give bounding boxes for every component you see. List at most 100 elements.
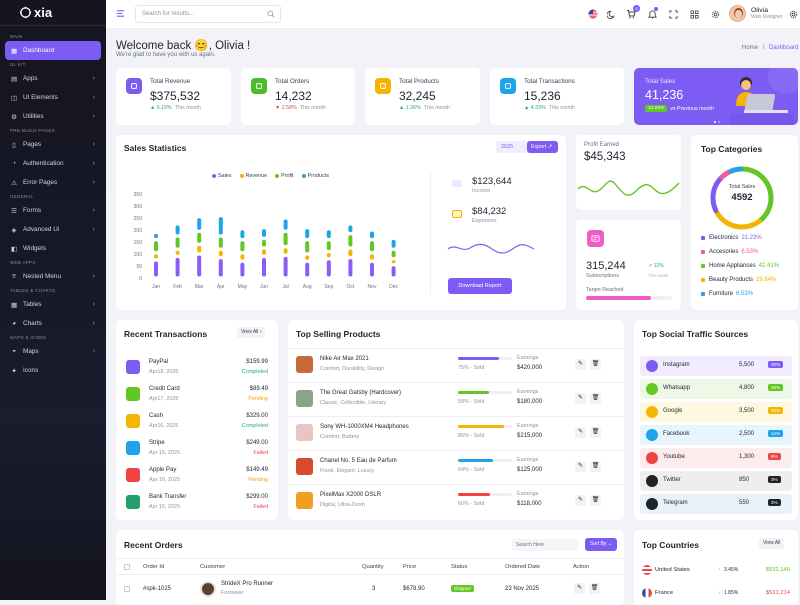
bar-revenue[interactable] <box>240 254 245 260</box>
dark-mode-icon[interactable] <box>605 8 617 20</box>
col-ordered-date[interactable]: Ordered Date <box>505 564 541 570</box>
view-all-button[interactable]: View All › <box>237 327 266 338</box>
sidebar-item-tables[interactable]: ▦ Tables › <box>5 295 101 314</box>
bar-sales[interactable] <box>175 257 180 277</box>
bar-products[interactable] <box>175 225 180 235</box>
bar-sales[interactable] <box>283 256 288 277</box>
list-item[interactable]: Bank Transfer Apr 15, 2025 $299.00 Failed <box>116 493 278 519</box>
breadcrumb-home[interactable]: Home <box>742 45 759 51</box>
edit-icon[interactable]: ✎ <box>575 461 586 472</box>
delete-icon[interactable]: 🗑 <box>589 583 600 594</box>
bar-products[interactable] <box>262 229 266 237</box>
sidebar-item-forms[interactable]: ☰ Forms › <box>5 201 101 220</box>
bar-products[interactable] <box>391 239 396 248</box>
sidebar-item-error-pages[interactable]: ⚠ Error Pages › <box>5 173 101 192</box>
list-item[interactable]: Cash Apr16, 2025 $329.00 Completed <box>116 412 278 438</box>
bar-revenue[interactable] <box>305 255 310 260</box>
list-item[interactable]: United States ↑ 3.45% $532,146 <box>634 562 798 582</box>
bar-products[interactable] <box>218 217 223 235</box>
list-item[interactable]: Apple Pay Apr 16, 2025 $149.49 Pending <box>116 466 278 492</box>
bar-profit[interactable] <box>391 250 396 258</box>
bar-profit[interactable] <box>240 241 245 252</box>
col-quantity[interactable]: Quantity <box>362 564 384 570</box>
bar-profit[interactable] <box>197 232 202 243</box>
col-customer[interactable]: Customer <box>200 564 226 570</box>
sidebar-item-widgets[interactable]: ◧ Widgets <box>5 239 101 258</box>
legend-item[interactable]: Revenue <box>239 173 267 179</box>
app-logo[interactable]: xia <box>0 0 106 26</box>
sidebar-item-authentication[interactable]: ◔ Authentication › <box>5 154 101 173</box>
edit-icon[interactable]: ✎ <box>575 359 586 370</box>
fullscreen-icon[interactable] <box>667 8 679 20</box>
sidebar-item-ui-elements[interactable]: ◫ UI Elements › <box>5 88 101 107</box>
sidebar-item-utilities[interactable]: ⚙ Utilities › <box>5 107 101 126</box>
bar-sales[interactable] <box>305 262 310 277</box>
table-row[interactable]: The Great Gatsby (Hardcover) Classic, Col… <box>288 382 624 415</box>
row-checkbox[interactable] <box>124 586 130 592</box>
bar-products[interactable] <box>348 225 353 233</box>
sidebar-item-apps[interactable]: ▤ Apps › <box>5 69 101 88</box>
col-status[interactable]: Status <box>451 564 468 570</box>
legend-item[interactable]: Sales <box>212 173 232 179</box>
delete-icon[interactable]: 🗑 <box>590 495 601 506</box>
list-item[interactable]: Telegram 550 2% <box>640 494 792 514</box>
table-row[interactable]: Nike Air Max 2021 Comfort, Durability, De… <box>288 348 624 381</box>
notifications-icon[interactable] <box>646 7 658 20</box>
list-item[interactable]: Google 3,500 20% <box>640 402 792 422</box>
bar-revenue[interactable] <box>197 245 202 253</box>
delete-icon[interactable]: 🗑 <box>590 461 601 472</box>
bar-sales[interactable] <box>391 266 396 277</box>
list-item[interactable]: Youtube 1,300 8% <box>640 448 792 468</box>
carousel-dots[interactable] <box>714 121 720 123</box>
delete-icon[interactable]: 🗑 <box>590 427 601 438</box>
bar-products[interactable] <box>197 218 202 230</box>
bar-sales[interactable] <box>197 255 202 277</box>
menu-toggle-icon[interactable] <box>116 9 125 18</box>
category-item[interactable]: Accesories 6.53% <box>701 249 758 255</box>
category-item[interactable]: Electronics 21.23% <box>701 235 762 241</box>
col-price[interactable]: Price <box>403 564 417 570</box>
sidebar-item-charts[interactable]: ◕ Charts › <box>5 314 101 333</box>
bar-profit[interactable] <box>175 237 180 248</box>
bar-revenue[interactable] <box>326 253 331 258</box>
bar-revenue[interactable] <box>154 254 158 259</box>
bar-products[interactable] <box>154 233 158 239</box>
delete-icon[interactable]: 🗑 <box>590 393 601 404</box>
legend-item[interactable]: Profit <box>275 173 294 179</box>
list-item[interactable]: Credit Card Apr17, 2025 $89.49 Pending <box>116 385 278 411</box>
sidebar-item-icons[interactable]: ✦ Icons <box>5 361 101 380</box>
table-row[interactable]: Sony WH-1000XM4 Headphones Comfort, Batte… <box>288 416 624 449</box>
bar-products[interactable] <box>326 230 331 239</box>
gear-icon[interactable] <box>787 8 799 20</box>
sidebar-item-dashboard[interactable]: ▦ Dashboard <box>5 41 101 60</box>
edit-icon[interactable]: ✎ <box>575 393 586 404</box>
settings-icon-top[interactable] <box>709 8 721 20</box>
col-order-id[interactable]: Order Id <box>143 564 165 570</box>
orders-search-input[interactable]: Search Here <box>512 539 578 551</box>
apps-grid-icon[interactable] <box>688 8 700 20</box>
bar-profit[interactable] <box>348 235 353 247</box>
export-button[interactable]: Export ↗ <box>527 141 558 153</box>
col-action[interactable]: Action <box>573 564 590 570</box>
table-row[interactable]: Chanel No. 5 Eau de Parfum Floral, Elegan… <box>288 450 624 483</box>
donut-segment[interactable] <box>710 166 774 230</box>
bar-profit[interactable] <box>283 232 288 246</box>
sidebar-item-pages[interactable]: ▯ Pages › <box>5 135 101 154</box>
us-flag-icon[interactable] <box>587 8 599 20</box>
list-item[interactable]: Instagram 5,500 30% <box>640 356 792 376</box>
bar-sales[interactable] <box>218 259 223 277</box>
bar-sales[interactable] <box>262 257 266 277</box>
bar-revenue[interactable] <box>175 250 180 255</box>
bar-revenue[interactable] <box>283 248 288 254</box>
bar-sales[interactable] <box>154 261 158 277</box>
cart-icon[interactable]: 4 <box>625 5 640 20</box>
bar-revenue[interactable] <box>218 250 223 257</box>
delete-icon[interactable]: 🗑 <box>590 359 601 370</box>
bar-products[interactable] <box>370 231 374 239</box>
category-item[interactable]: Beauty Products 29.64% <box>701 277 776 283</box>
table-row[interactable]: PixelMax X2000 DSLR Digital, Ultra-Zoom 60… <box>288 484 624 517</box>
list-item[interactable]: PayPal Apr18, 2025 $159.99 Completed <box>116 358 278 384</box>
bar-profit[interactable] <box>370 241 374 252</box>
bar-products[interactable] <box>305 229 310 239</box>
category-item[interactable]: Home Appliances 42.41% <box>701 263 779 269</box>
